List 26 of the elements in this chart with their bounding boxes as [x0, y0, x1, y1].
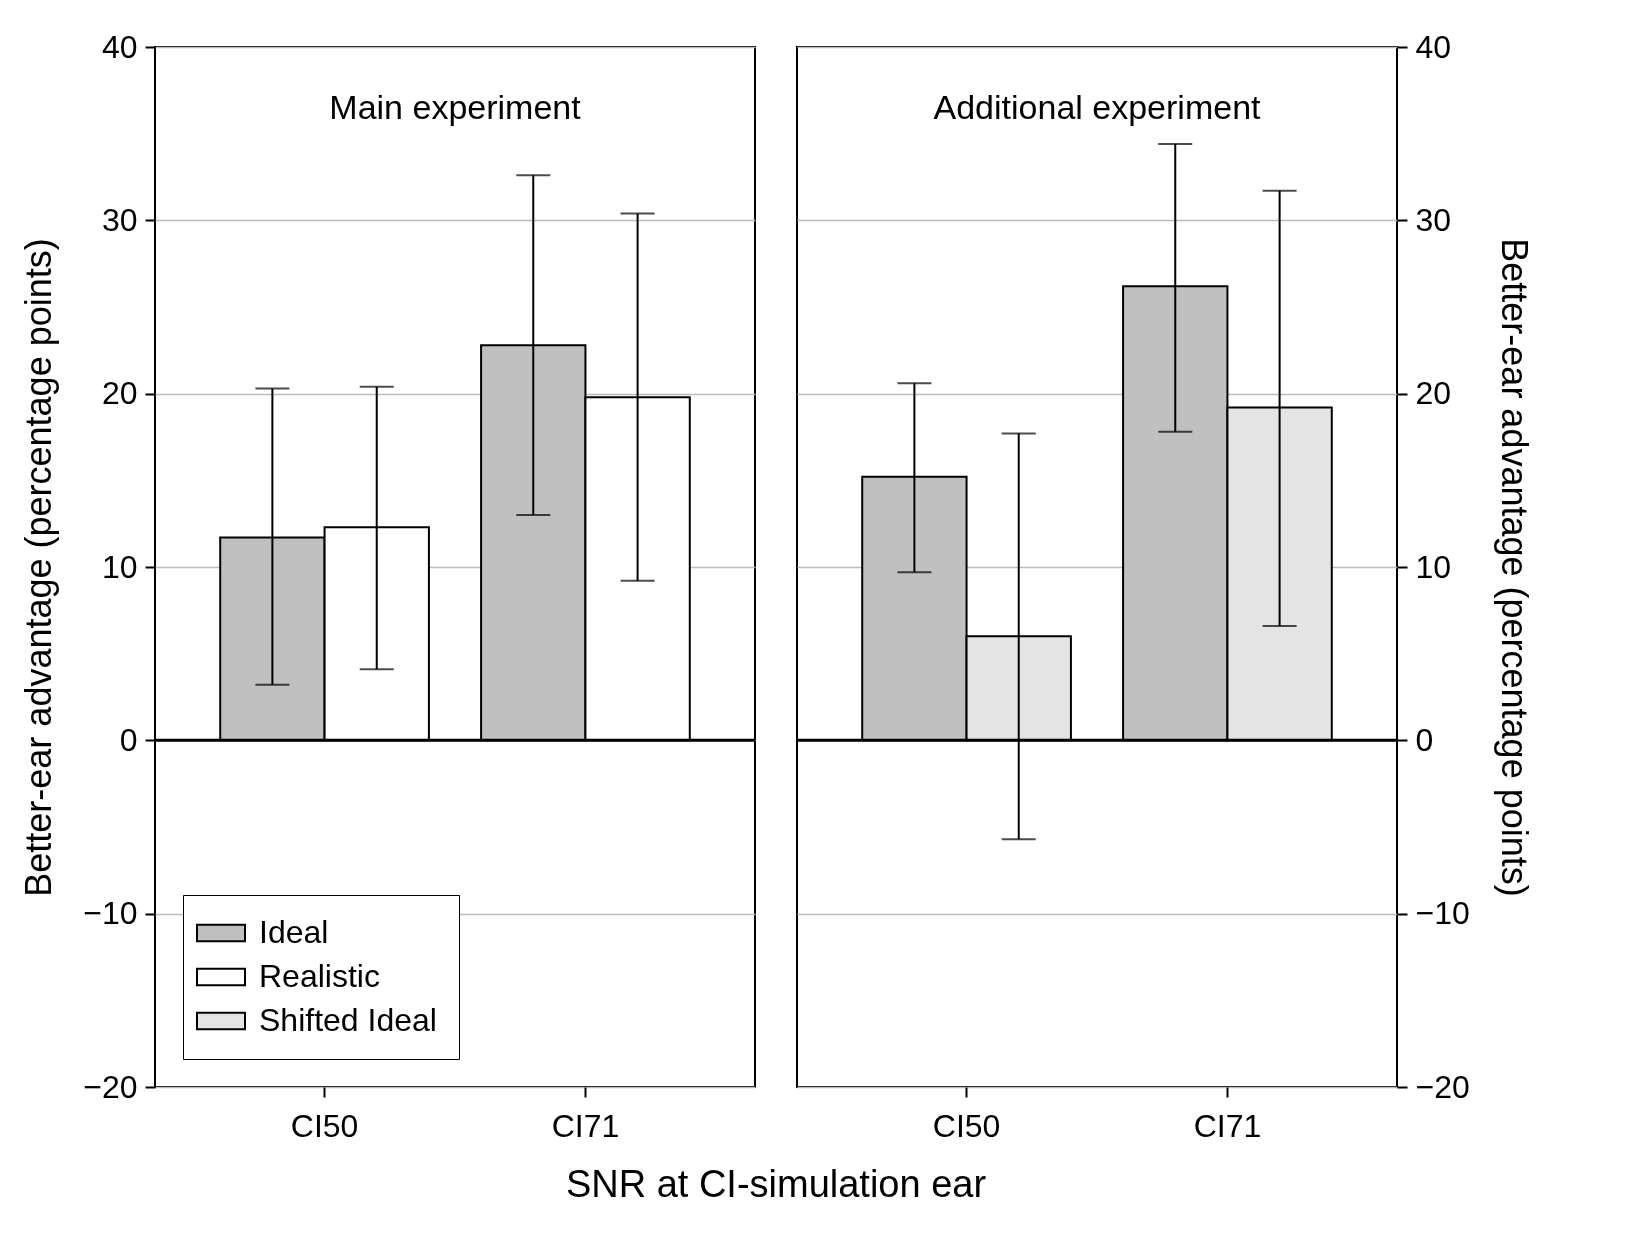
y-tick-label: 0	[119, 721, 138, 758]
y-tick-label: 10	[101, 548, 138, 585]
x-tick-label: CI50	[932, 1107, 1001, 1144]
y-tick-label: −10	[83, 895, 138, 932]
y-tick-label: −10	[1415, 895, 1470, 932]
y-tick-label: 30	[101, 201, 138, 238]
y-axis-title: Better-ear advantage (percentage points)	[1493, 238, 1535, 897]
y-tick-label: −20	[83, 1068, 138, 1105]
text: Main experiment	[329, 88, 582, 126]
x-tick-label: CI50	[290, 1107, 359, 1144]
y-tick-label: 40	[1415, 28, 1452, 65]
x-tick-label: CI71	[551, 1107, 620, 1144]
x-tick-label: CI71	[1193, 1107, 1262, 1144]
y-tick-label: 10	[1415, 548, 1452, 585]
x-axis-title: SNR at CI-simulation ear	[565, 1163, 987, 1205]
y-tick-label: 30	[1415, 201, 1452, 238]
y-tick-label: −20	[1415, 1068, 1470, 1105]
y-tick-label: 20	[101, 375, 138, 412]
legend-label: Realistic	[259, 958, 380, 994]
y-tick-label: 0	[1415, 721, 1434, 758]
y-axis-title: Better-ear advantage (percentage points)	[18, 238, 60, 897]
text: Additional experiment	[933, 88, 1262, 126]
y-tick-label: 40	[101, 28, 138, 65]
legend-label: Ideal	[259, 914, 329, 950]
y-tick-label: 20	[1415, 375, 1452, 412]
legend-label: Shifted Ideal	[259, 1002, 437, 1038]
